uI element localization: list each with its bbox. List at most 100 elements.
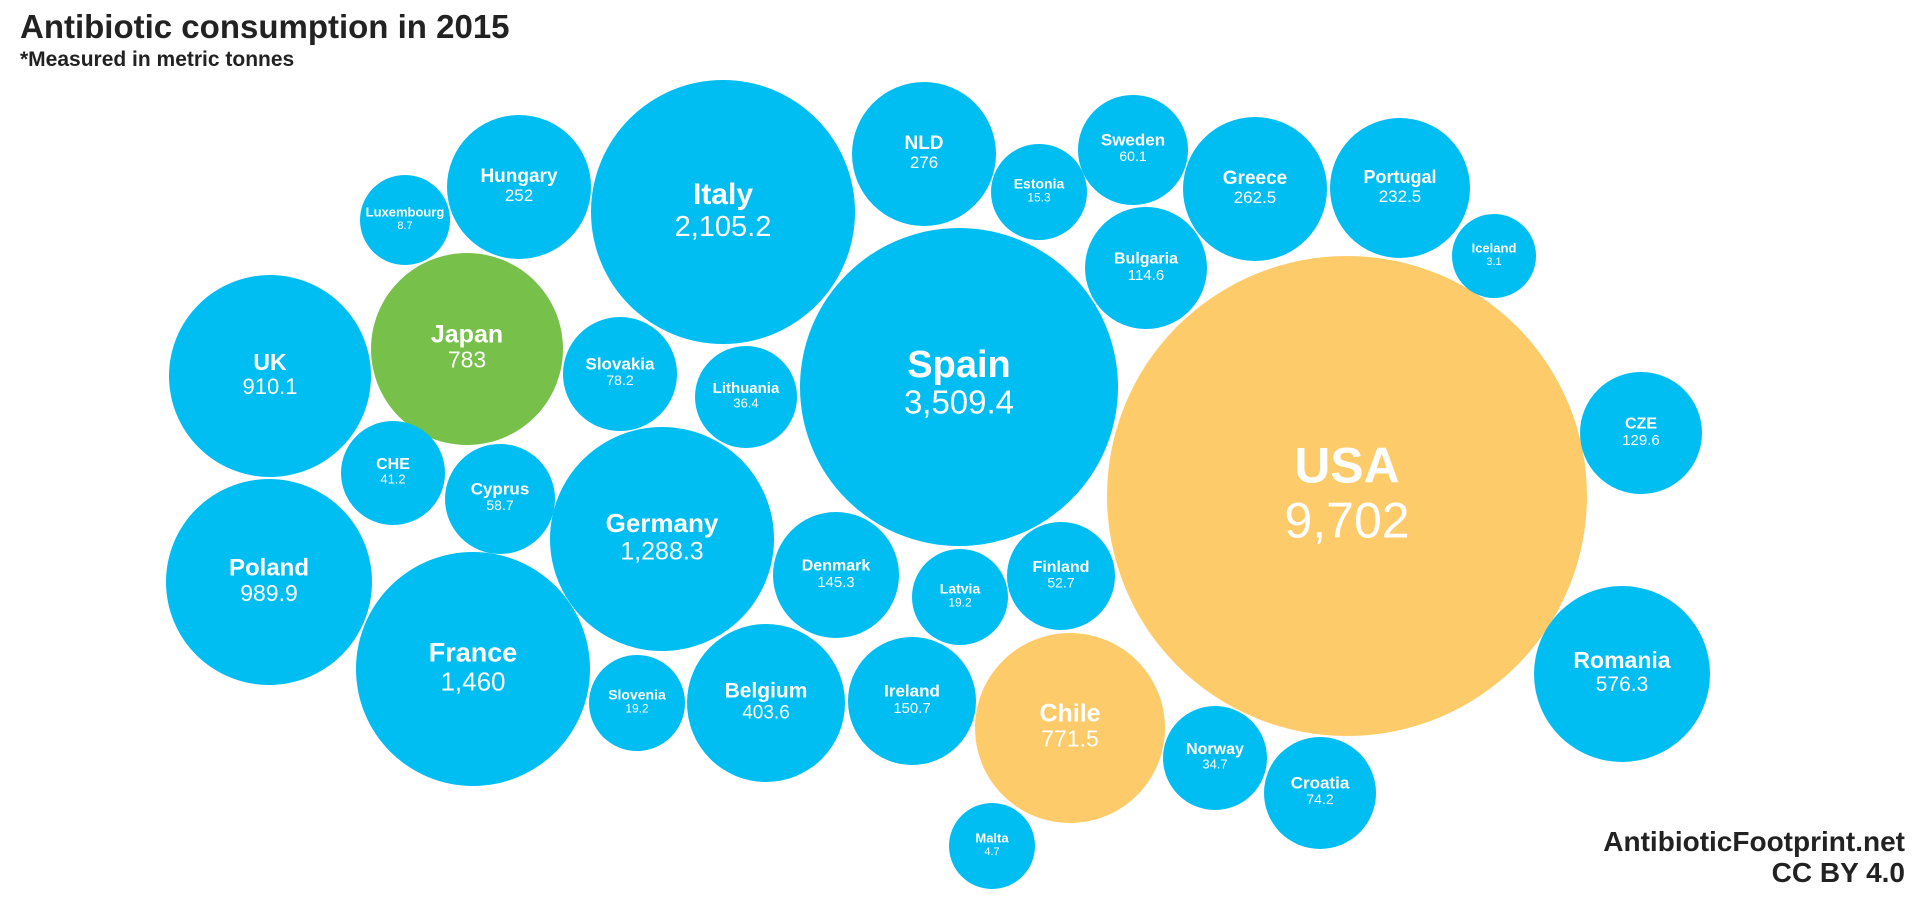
- bubble-cyprus: [445, 444, 555, 554]
- bubble-label-malta: Malta: [975, 831, 1009, 846]
- bubble-hungary: [447, 115, 591, 259]
- bubble-label-belgium: Belgium: [725, 680, 808, 703]
- bubble-label-chile: Chile: [1039, 699, 1100, 727]
- bubble-value-cyprus: 58.7: [486, 497, 513, 513]
- bubble-value-france: 1,460: [440, 666, 505, 696]
- bubble-che: [341, 421, 445, 525]
- bubble-denmark: [773, 512, 899, 638]
- bubble-value-malta: 4.7: [984, 846, 999, 858]
- bubble-label-norway: Norway: [1186, 741, 1244, 758]
- bubble-estonia: [991, 144, 1087, 240]
- bubble-value-denmark: 145.3: [817, 574, 855, 591]
- bubble-label-greece: Greece: [1223, 168, 1287, 189]
- bubble-value-greece: 262.5: [1234, 188, 1277, 207]
- bubble-chile: [975, 633, 1165, 823]
- bubble-bulgaria: [1085, 207, 1207, 329]
- bubble-label-luxembourg: Luxembourg: [366, 205, 445, 220]
- bubble-ireland: [848, 637, 976, 765]
- bubble-value-romania: 576.3: [1596, 673, 1649, 696]
- bubble-value-germany: 1,288.3: [620, 537, 703, 565]
- credit-site: AntibioticFootprint.net: [1603, 826, 1905, 857]
- bubble-value-chile: 771.5: [1041, 726, 1099, 752]
- bubble-spain: [800, 228, 1118, 546]
- bubble-sweden: [1078, 95, 1188, 205]
- bubble-luxembourg: [360, 175, 450, 265]
- chart-title: Antibiotic consumption in 2015: [20, 8, 510, 45]
- bubble-romania: [1534, 586, 1710, 762]
- bubble-label-france: France: [429, 638, 518, 668]
- bubble-label-cze: CZE: [1625, 416, 1657, 433]
- bubble-lithuania: [695, 346, 797, 448]
- bubble-value-slovakia: 78.2: [606, 372, 633, 388]
- bubble-value-uk: 910.1: [242, 374, 297, 399]
- bubble-label-poland: Poland: [229, 555, 309, 582]
- bubble-croatia: [1264, 737, 1376, 849]
- bubble-value-estonia: 15.3: [1027, 191, 1051, 205]
- bubble-label-germany: Germany: [606, 508, 719, 538]
- bubble-slovakia: [563, 317, 677, 431]
- bubble-label-denmark: Denmark: [802, 558, 871, 575]
- bubble-france: [356, 552, 590, 786]
- bubble-value-hungary: 252: [505, 186, 533, 205]
- bubble-value-che: 41.2: [380, 471, 405, 486]
- credit-block: AntibioticFootprint.net CC BY 4.0: [1603, 826, 1905, 888]
- bubble-label-ireland: Ireland: [884, 682, 940, 701]
- bubble-label-italy: Italy: [693, 178, 753, 211]
- bubble-norway: [1163, 706, 1267, 810]
- bubble-italy: [591, 80, 855, 344]
- bubble-label-iceland: Iceland: [1472, 241, 1517, 256]
- bubble-iceland: [1452, 214, 1536, 298]
- bubble-value-slovenia: 19.2: [625, 702, 649, 716]
- credit-license: CC BY 4.0: [1771, 857, 1905, 888]
- bubble-value-lithuania: 36.4: [733, 395, 758, 410]
- bubble-value-bulgaria: 114.6: [1128, 267, 1164, 284]
- bubble-label-nld: NLD: [904, 133, 943, 154]
- chart-subtitle: *Measured in metric tonnes: [20, 48, 295, 71]
- bubble-value-japan: 783: [448, 347, 486, 373]
- bubble-value-sweden: 60.1: [1119, 148, 1146, 164]
- bubble-value-belgium: 403.6: [742, 702, 790, 723]
- bubble-finland: [1007, 522, 1115, 630]
- bubble-label-slovenia: Slovenia: [608, 686, 666, 702]
- bubble-value-portugal: 232.5: [1379, 187, 1422, 206]
- bubble-label-estonia: Estonia: [1014, 175, 1065, 191]
- bubble-value-usa: 9,702: [1284, 492, 1409, 548]
- bubble-cze: [1580, 372, 1702, 494]
- bubble-value-ireland: 150.7: [893, 700, 931, 717]
- bubble-value-norway: 34.7: [1202, 756, 1227, 771]
- bubble-uk: [169, 275, 371, 477]
- bubble-label-usa: USA: [1294, 437, 1400, 493]
- bubble-value-iceland: 3.1: [1486, 256, 1501, 268]
- bubble-label-japan: Japan: [431, 320, 503, 348]
- bubble-label-spain: Spain: [907, 344, 1010, 386]
- bubble-label-sweden: Sweden: [1101, 131, 1165, 150]
- bubble-label-hungary: Hungary: [480, 166, 558, 187]
- bubble-label-slovakia: Slovakia: [586, 355, 656, 374]
- bubble-label-latvia: Latvia: [940, 580, 981, 596]
- bubble-poland: [166, 479, 372, 685]
- bubble-latvia: [912, 549, 1008, 645]
- bubble-label-finland: Finland: [1033, 559, 1090, 576]
- bubble-value-nld: 276: [910, 153, 938, 172]
- bubble-value-luxembourg: 8.7: [397, 220, 412, 232]
- bubble-greece: [1183, 117, 1327, 261]
- bubble-nld: [852, 82, 996, 226]
- bubble-value-italy: 2,105.2: [675, 211, 772, 243]
- bubble-label-bulgaria: Bulgaria: [1114, 251, 1178, 268]
- bubble-value-croatia: 74.2: [1306, 791, 1333, 807]
- bubble-label-cyprus: Cyprus: [471, 480, 530, 499]
- bubble-value-latvia: 19.2: [948, 596, 972, 610]
- bubble-label-uk: UK: [253, 349, 287, 375]
- bubble-label-romania: Romania: [1573, 647, 1670, 673]
- bubble-value-poland: 989.9: [240, 580, 298, 606]
- bubble-label-lithuania: Lithuania: [713, 380, 780, 397]
- bubble-malta: [949, 803, 1035, 889]
- bubble-portugal: [1330, 118, 1470, 258]
- bubble-germany: [550, 427, 774, 651]
- bubble-label-che: CHE: [376, 456, 410, 473]
- bubble-slovenia: [589, 655, 685, 751]
- bubble-value-cze: 129.6: [1622, 432, 1660, 449]
- bubble-value-finland: 52.7: [1047, 574, 1074, 590]
- bubble-label-portugal: Portugal: [1363, 167, 1436, 187]
